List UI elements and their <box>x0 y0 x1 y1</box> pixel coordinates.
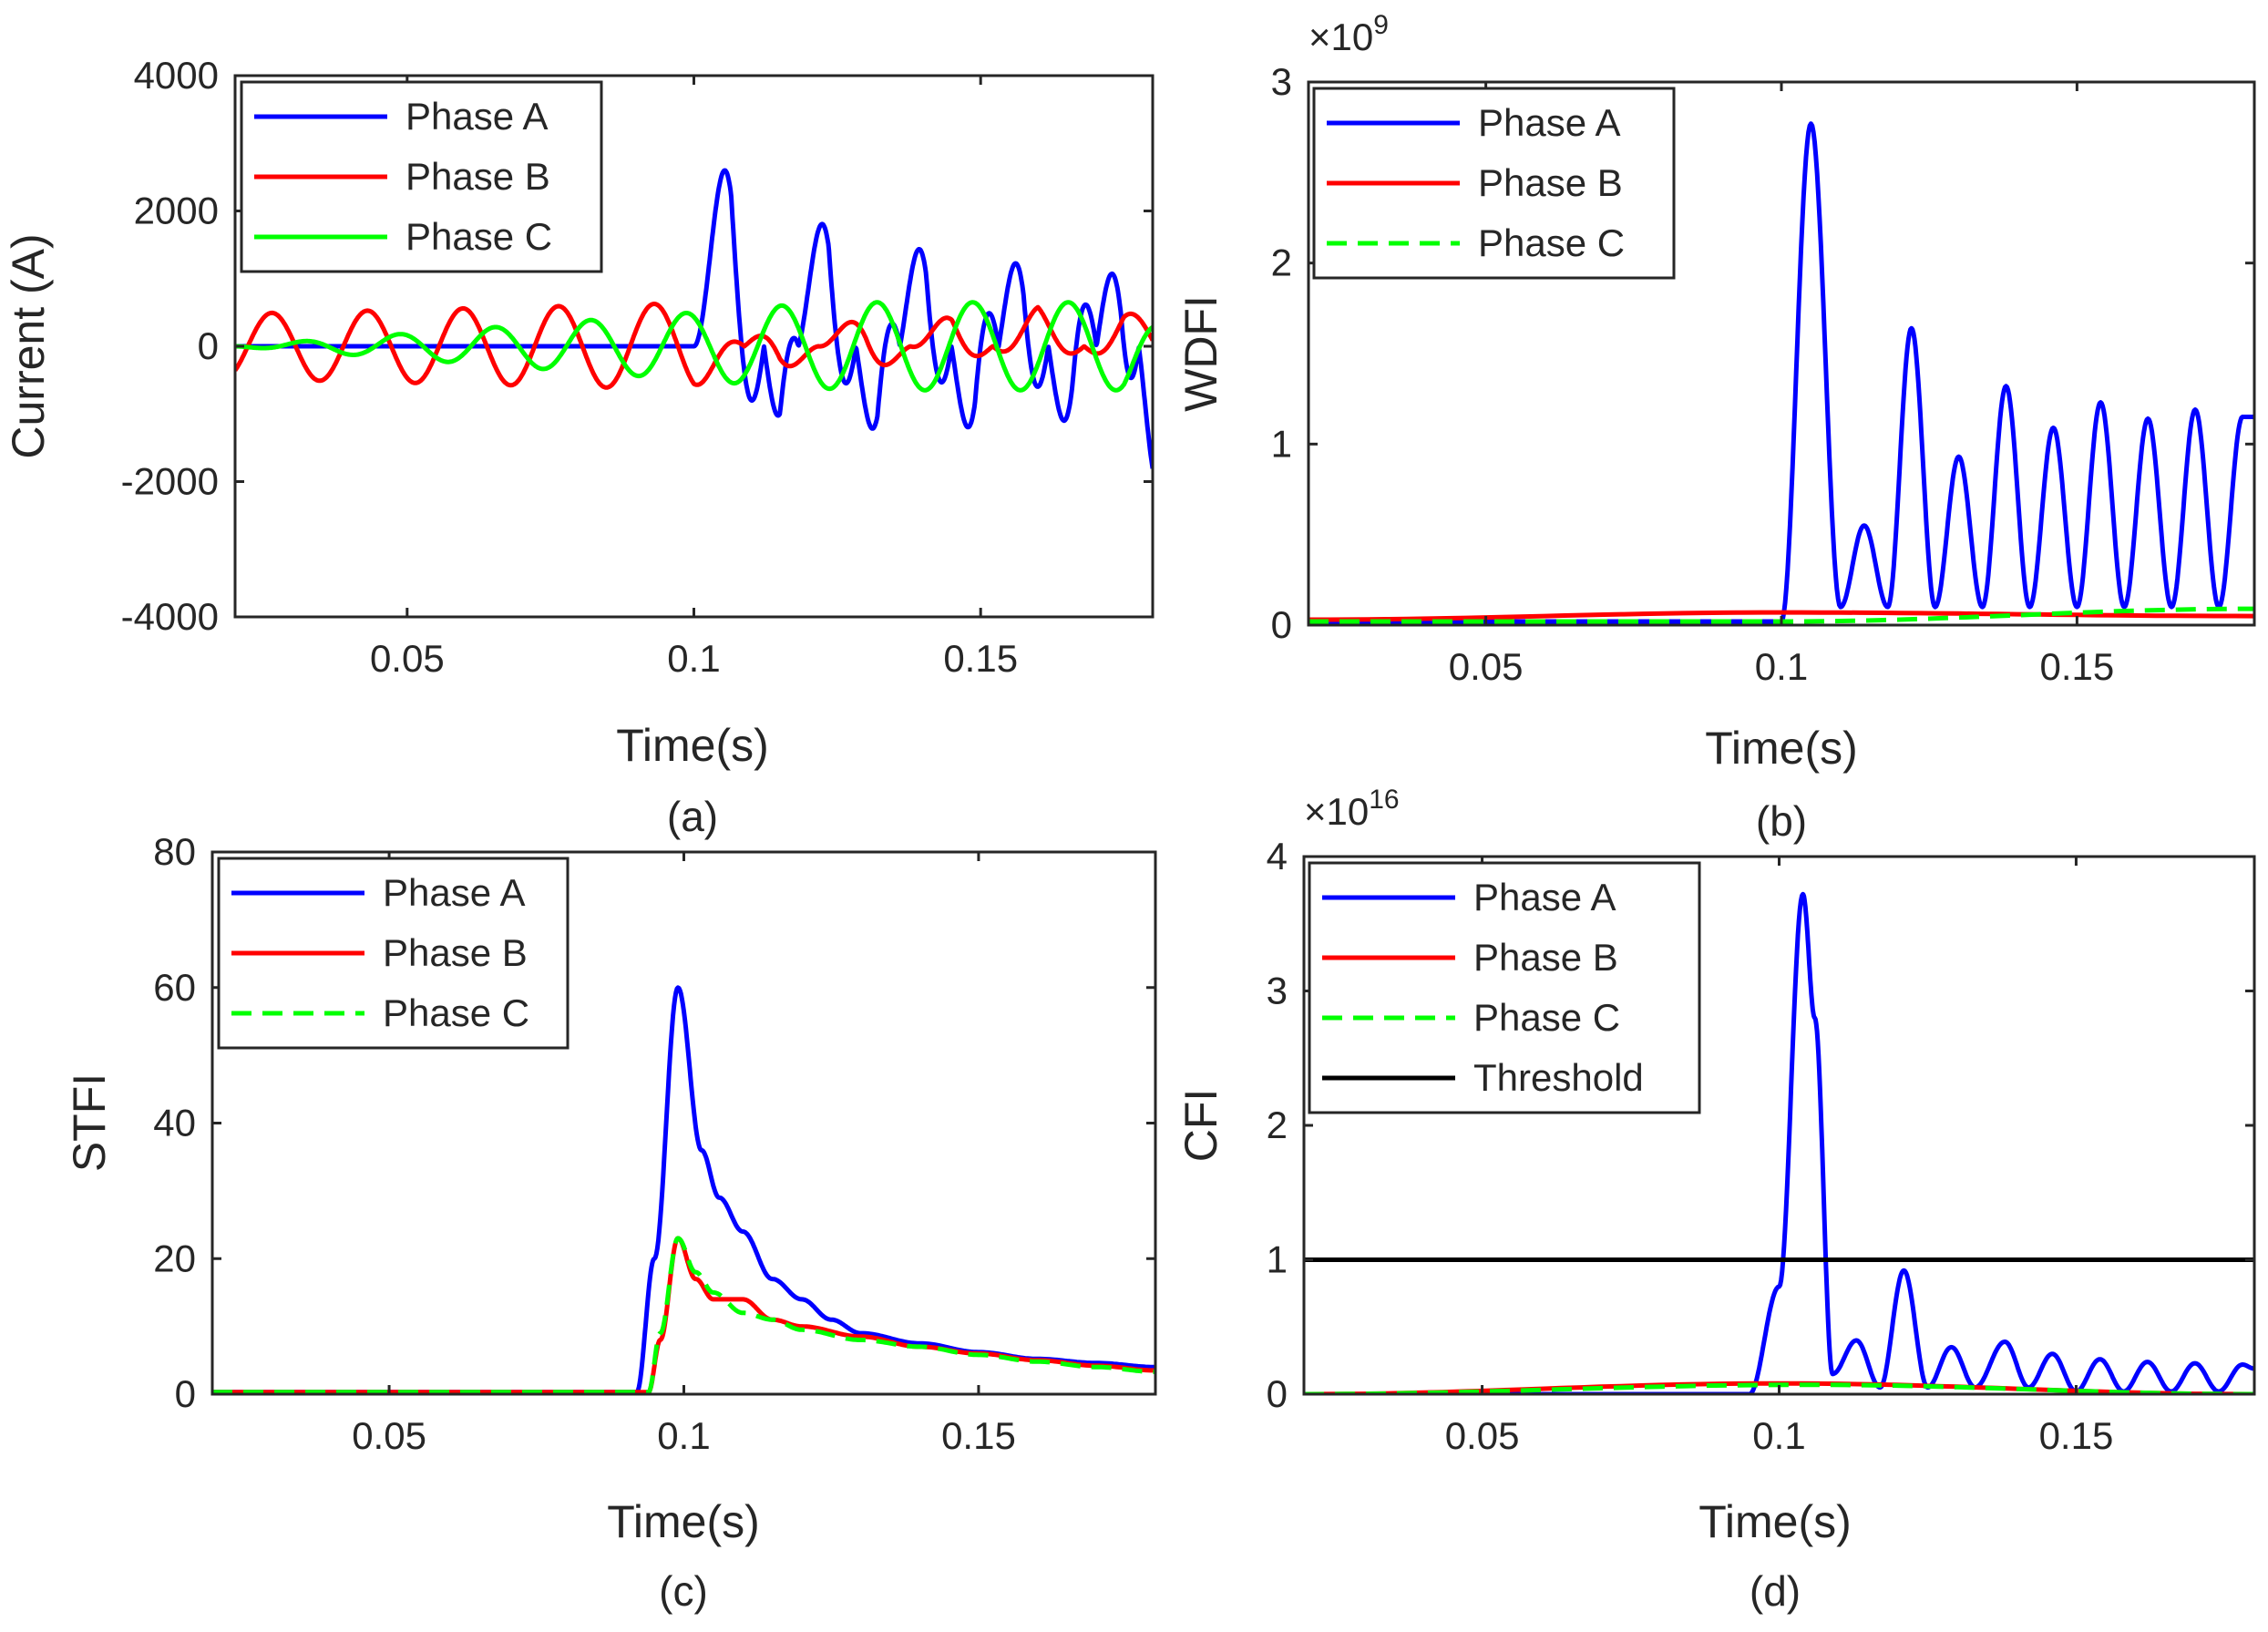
legend: Phase A Phase B Phase C Threshold <box>1308 861 1701 1114</box>
y-tick-label: 3 <box>1267 970 1288 1012</box>
series-line-phase-a <box>1304 891 2254 1394</box>
series-line-phase-a <box>235 168 1153 469</box>
legend-label: Phase C <box>405 215 552 258</box>
x-axis-label: Time(s) <box>607 1496 760 1547</box>
legend: Phase A Phase B Phase C <box>217 857 570 1050</box>
legend-box <box>217 857 570 1050</box>
y-tick-label: 0 <box>1271 603 1292 646</box>
x-tick-label: 0.1 <box>657 1414 710 1457</box>
x-tick-label: 0.15 <box>2040 645 2115 688</box>
exponent-power: 16 <box>1369 785 1399 815</box>
legend-label: Phase A <box>1473 876 1616 919</box>
y-tick-label: 0 <box>175 1372 196 1415</box>
plot-area-a <box>235 168 1153 469</box>
y-tick-label: 60 <box>153 966 196 1009</box>
y-tick-label: 4 <box>1267 835 1288 878</box>
y-tick-label: 1 <box>1271 422 1292 465</box>
y-tick-label: 2000 <box>134 190 219 232</box>
y-tick-label: 0 <box>1267 1372 1288 1415</box>
legend-box <box>1308 861 1701 1114</box>
x-tick-label: 0.05 <box>1445 1414 1520 1457</box>
legend-label: Phase B <box>383 931 528 974</box>
subplot-caption: (c) <box>659 1567 708 1615</box>
y-tick-label: 2 <box>1267 1103 1288 1146</box>
legend-label: Phase A <box>405 95 548 138</box>
exponent-power: 9 <box>1373 10 1389 40</box>
y-tick-label: 4000 <box>134 54 219 97</box>
legend-label: Phase A <box>383 871 525 914</box>
chart-a: 0.05 0.1 0.15 -4000 -2000 0 2000 4000 Time(s) Cur… <box>3 54 1155 840</box>
y-tick-label: 3 <box>1271 60 1292 103</box>
legend-label: Phase B <box>405 155 550 198</box>
legend-label: Phase A <box>1478 101 1620 144</box>
plot-area-d <box>1304 891 2254 1394</box>
series-line-phase-a <box>1308 121 2254 624</box>
series-line-phase-c <box>235 300 1153 393</box>
x-tick-label: 0.15 <box>943 637 1018 680</box>
y-axis-label: WDFI <box>1175 295 1226 412</box>
y-tick-label: 0 <box>198 324 219 367</box>
y-tick-label: -2000 <box>121 460 219 503</box>
chart-d: 0.05 0.1 0.1501234×1016Time(s)CFI(d)Phase … <box>1175 785 2256 1615</box>
legend: Phase A Phase B Phase C <box>1312 87 1676 280</box>
y-tick-label: 40 <box>153 1102 196 1144</box>
y-tick-label: 20 <box>153 1237 196 1279</box>
x-axis-label: Time(s) <box>1705 723 1858 774</box>
series-line-phase-c <box>212 1236 1155 1394</box>
x-tick-label: 0.1 <box>667 637 720 680</box>
legend-label: Phase C <box>1478 221 1625 264</box>
legend-label: Phase C <box>383 991 529 1034</box>
x-tick-label: 0.1 <box>1755 645 1808 688</box>
subplot-caption: (d) <box>1750 1567 1801 1615</box>
y-tick-label: -4000 <box>121 595 219 638</box>
x-tick-label: 0.1 <box>1752 1414 1805 1457</box>
legend-label: Phase B <box>1473 936 1618 979</box>
y-tick-label: 2 <box>1271 241 1292 284</box>
x-tick-label: 0.05 <box>352 1414 426 1457</box>
y-axis-label: Current (A) <box>3 233 54 458</box>
legend-label: Phase B <box>1478 161 1623 204</box>
series-line-phase-b <box>1308 610 2254 622</box>
y-axis-label: STFI <box>64 1073 115 1172</box>
chart-c: 0.05 0.1 0.15 0 20 40 60 80 Time(s) STFI (c) Phase … <box>64 830 1157 1615</box>
x-tick-label: 0.15 <box>941 1414 1016 1457</box>
subplot-caption: (a) <box>667 793 718 840</box>
plot-area-c <box>212 985 1155 1394</box>
y-axis-label: CFI <box>1175 1089 1226 1163</box>
series-line-phase-c <box>1304 1382 2254 1394</box>
x-tick-label: 0.05 <box>370 637 445 680</box>
legend-label: Threshold <box>1473 1056 1644 1099</box>
subplot-caption: (b) <box>1756 797 1807 845</box>
x-tick-label: 0.15 <box>2039 1414 2114 1457</box>
x-tick-label: 0.05 <box>1449 645 1524 688</box>
y-tick-label: 80 <box>153 830 196 873</box>
x-axis-label: Time(s) <box>1698 1496 1852 1547</box>
legend-label: Phase C <box>1473 996 1620 1039</box>
x-axis-label: Time(s) <box>616 720 769 771</box>
y-tick-label: 1 <box>1267 1238 1288 1281</box>
legend: Phase A Phase B Phase C <box>240 80 603 273</box>
